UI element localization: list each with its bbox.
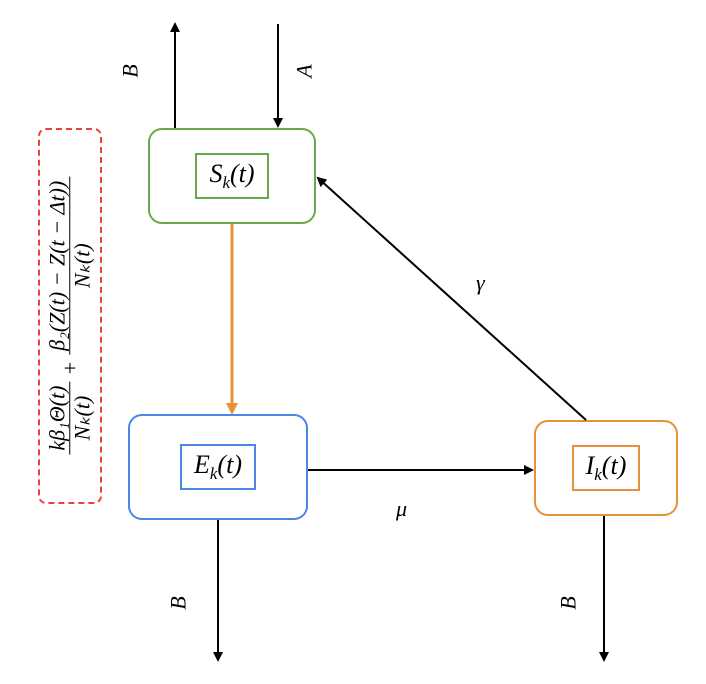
formula-term1-den: Nₖ(t)	[71, 392, 95, 445]
label-B-I: B	[556, 596, 582, 609]
node-E: Ek(t)	[128, 414, 308, 520]
label-B-top: B	[118, 64, 144, 77]
formula-term1-num: kβ₁Θ(t)	[45, 382, 70, 455]
node-I-label: Ik(t)	[586, 451, 627, 480]
formula-term1: kβ₁Θ(t) Nₖ(t)	[45, 382, 94, 455]
formula-plus: +	[57, 361, 83, 376]
formula-term2: β₂(Z(t) − Z(t − Δt)) Nₖ(t)	[45, 177, 94, 355]
arrow-I-to-S	[318, 178, 586, 420]
node-I-inner: Ik(t)	[572, 445, 641, 491]
formula-box: kβ₁Θ(t) Nₖ(t) + β₂(Z(t) − Z(t − Δt)) Nₖ(…	[38, 128, 102, 504]
formula-term2-num: β₂(Z(t) − Z(t − Δt))	[45, 177, 70, 355]
formula-content: kβ₁Θ(t) Nₖ(t) + β₂(Z(t) − Z(t − Δt)) Nₖ(…	[45, 177, 94, 455]
formula-term2-den: Nₖ(t)	[71, 240, 95, 293]
node-S-label: Sk(t)	[209, 159, 254, 188]
label-A-top: A	[292, 64, 318, 77]
node-I: Ik(t)	[534, 420, 678, 516]
label-B-E: B	[166, 596, 192, 609]
node-S: Sk(t)	[148, 128, 316, 224]
label-gamma: γ	[476, 270, 485, 296]
arrows-overlay	[0, 0, 706, 684]
node-S-inner: Sk(t)	[195, 153, 268, 199]
label-mu: μ	[396, 496, 407, 522]
node-E-inner: Ek(t)	[180, 444, 256, 490]
node-E-label: Ek(t)	[194, 450, 242, 479]
